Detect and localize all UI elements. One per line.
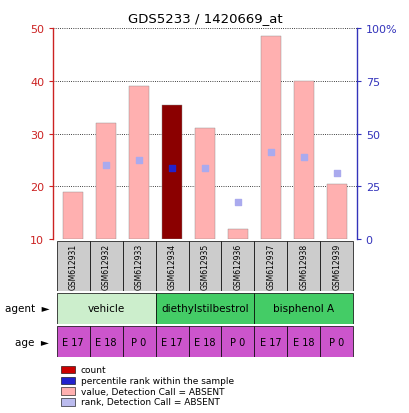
Point [267,150,274,156]
Text: GSM612931: GSM612931 [68,243,77,290]
Text: P 0: P 0 [131,337,146,347]
Bar [254,242,287,291]
Point [135,157,142,164]
Bar [195,129,214,240]
Bar [254,293,353,324]
Text: diethylstilbestrol: diethylstilbestrol [161,304,248,314]
Text: E 17: E 17 [62,337,84,347]
Text: vehicle: vehicle [87,304,124,314]
Bar [129,87,148,240]
Text: GSM612933: GSM612933 [134,243,143,290]
Text: bisphenol A: bisphenol A [273,304,334,314]
Bar [221,326,254,357]
Text: E 18: E 18 [292,337,314,347]
Text: age  ►: age ► [15,337,49,347]
Text: GSM612935: GSM612935 [200,243,209,290]
Bar [96,124,116,240]
Text: GDS5233 / 1420669_at: GDS5233 / 1420669_at [127,12,282,25]
Point [103,163,109,169]
Text: percentile rank within the sample: percentile rank within the sample [81,376,233,385]
Bar [287,242,320,291]
Text: P 0: P 0 [328,337,344,347]
Bar [56,293,155,324]
Text: GSM612939: GSM612939 [332,243,341,290]
Text: GSM612937: GSM612937 [266,243,275,290]
Point [169,165,175,172]
Text: GSM612934: GSM612934 [167,243,176,290]
Bar [122,326,155,357]
Bar [320,326,353,357]
Text: P 0: P 0 [230,337,245,347]
Bar [155,326,188,357]
Bar [320,242,353,291]
Text: GSM612932: GSM612932 [101,243,110,290]
Point [333,171,339,177]
Text: E 17: E 17 [161,337,182,347]
Bar [293,82,313,240]
Bar [56,326,89,357]
Bar [155,242,188,291]
Text: GSM612936: GSM612936 [233,243,242,290]
Bar [122,242,155,291]
Text: E 17: E 17 [259,337,281,347]
Text: count: count [81,365,106,374]
Bar [188,326,221,357]
Point [234,199,240,206]
Text: value, Detection Call = ABSENT: value, Detection Call = ABSENT [81,387,224,396]
Text: E 18: E 18 [194,337,215,347]
Text: GSM612938: GSM612938 [299,243,308,290]
Bar [188,242,221,291]
Point [201,165,208,172]
Text: E 18: E 18 [95,337,117,347]
Bar [56,242,89,291]
Point [300,154,306,161]
Bar [227,229,247,240]
Bar [326,184,346,240]
Bar [287,326,320,357]
Bar [89,242,122,291]
Bar [63,192,83,240]
Bar [254,326,287,357]
Bar [261,37,280,240]
Text: agent  ►: agent ► [4,304,49,314]
Bar [221,242,254,291]
Bar [162,105,182,240]
Text: rank, Detection Call = ABSENT: rank, Detection Call = ABSENT [81,397,219,406]
Bar [89,326,122,357]
Bar [155,293,254,324]
